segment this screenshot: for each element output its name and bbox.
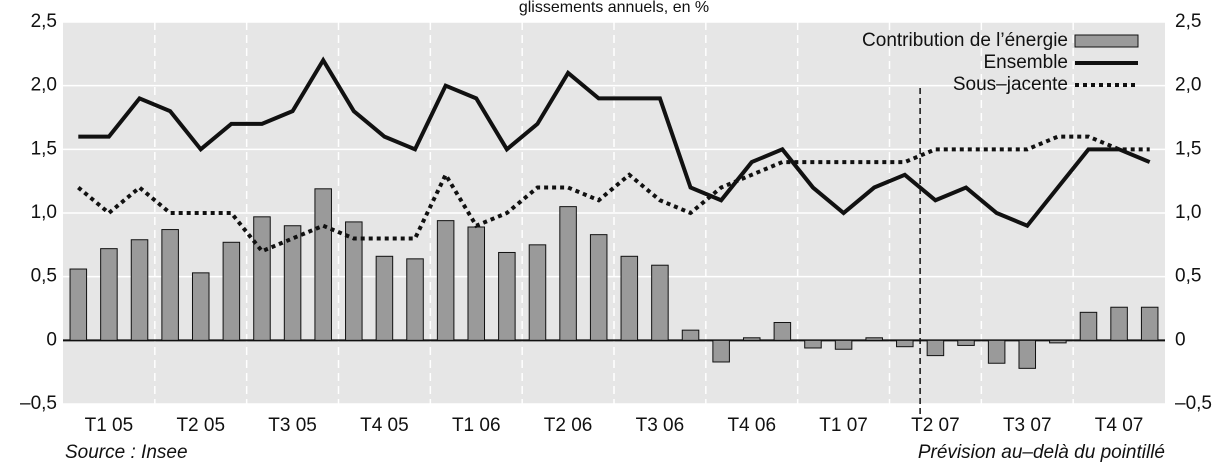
source: Source : Insee (65, 442, 188, 463)
x-tick-label: T4 05 (360, 415, 409, 436)
legend-label: Sous–jacente (953, 74, 1068, 95)
bar (865, 337, 883, 341)
x-tick-label: T4 06 (727, 415, 776, 436)
bar (589, 234, 608, 341)
bar (742, 337, 761, 341)
x-tick-label: T2 05 (176, 415, 225, 436)
bar (69, 268, 88, 341)
y2-tick-label: 2,0 (1175, 75, 1201, 96)
bar (834, 339, 853, 350)
bar (467, 226, 486, 341)
y-tick-label: 1,5 (31, 138, 57, 159)
bar (406, 258, 424, 341)
legend-label: Ensemble (984, 52, 1069, 73)
bar (773, 322, 792, 341)
bar (100, 248, 118, 341)
bar (130, 239, 149, 341)
line (77, 134, 1150, 254)
bar (283, 225, 302, 341)
bar (620, 255, 639, 341)
bar (957, 339, 975, 346)
y-tick-label: 0 (46, 329, 57, 350)
y-tick-label: 1,0 (31, 202, 57, 223)
y2-tick-label: 1,5 (1175, 138, 1201, 159)
bar (1079, 311, 1098, 341)
legend-swatch (1074, 34, 1139, 48)
x-tick-label: T3 05 (268, 415, 317, 436)
x-tick-label: T3 07 (1003, 415, 1052, 436)
bar (987, 339, 1006, 364)
bar (314, 188, 332, 341)
note: Prévision au–delà du pointillé (918, 442, 1165, 463)
bar (926, 339, 945, 357)
x-tick-label: T4 07 (1095, 415, 1144, 436)
bar (375, 255, 394, 341)
y2-tick-label: 0 (1175, 329, 1186, 350)
bar (1140, 306, 1159, 341)
y-tick-label: 0,5 (31, 266, 57, 287)
y2-tick-label: 2,5 (1175, 11, 1201, 32)
bar (651, 264, 669, 341)
bar (191, 272, 210, 341)
y-tick-label: 2,0 (31, 75, 57, 96)
bar (161, 229, 179, 341)
x-tick-label: T3 06 (636, 415, 685, 436)
x-tick-label: T1 07 (819, 415, 868, 436)
bar (222, 241, 241, 341)
x-tick-label: T1 05 (85, 415, 134, 436)
bar (559, 206, 577, 341)
bar (498, 251, 516, 341)
bar (896, 339, 914, 348)
bar (436, 220, 455, 341)
bar (1110, 306, 1128, 341)
chart-title: glissements annuels, en % (519, 0, 709, 16)
bar (712, 339, 730, 363)
y-tick-label: 2,5 (31, 11, 57, 32)
x-tick-label: T2 07 (911, 415, 960, 436)
bar (681, 329, 700, 341)
bar (1018, 339, 1037, 369)
y-tick-label: –0,5 (20, 393, 57, 414)
legend-label: Contribution de l’énergie (862, 30, 1068, 51)
y2-tick-label: 0,5 (1175, 266, 1201, 287)
bar (528, 244, 547, 341)
x-tick-label: T1 06 (452, 415, 501, 436)
bar (253, 216, 271, 341)
bar (345, 221, 363, 341)
y2-tick-label: 1,0 (1175, 202, 1201, 223)
line (78, 56, 1151, 229)
y2-tick-label: –0,5 (1175, 393, 1212, 414)
x-tick-label: T2 06 (544, 415, 593, 436)
bar (1049, 339, 1067, 344)
bar (804, 339, 822, 349)
